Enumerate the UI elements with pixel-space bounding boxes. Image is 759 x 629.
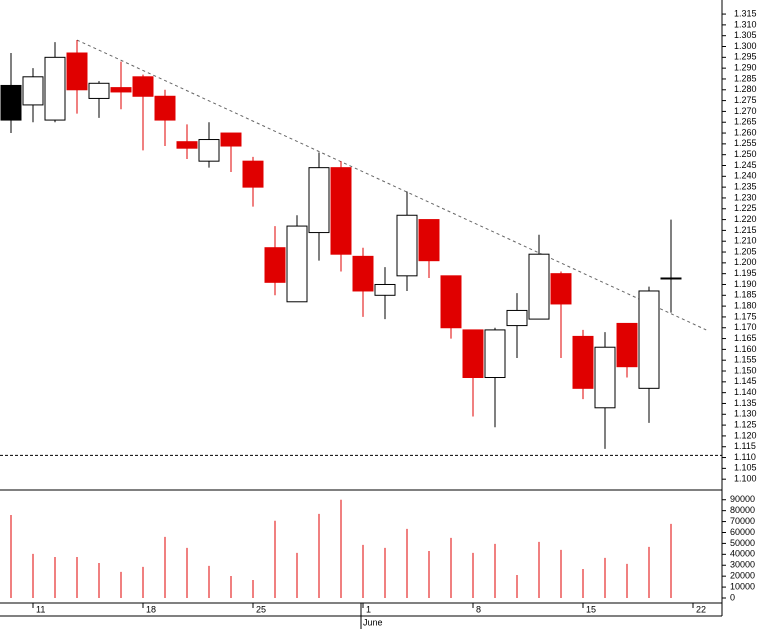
y-tick-label: 1.195: [734, 268, 757, 278]
y-tick-label: 1.175: [734, 311, 757, 321]
volume-tick-label: 10000: [730, 581, 755, 591]
y-tick-label: 1.270: [734, 106, 757, 116]
candle-body: [44, 56, 66, 121]
candle-body: [308, 167, 330, 234]
candle-body: [594, 346, 616, 409]
candle-body: [264, 247, 286, 283]
y-tick-label: 1.105: [734, 463, 757, 473]
y-tick-label: 1.220: [734, 214, 757, 224]
candle-body: [528, 253, 550, 320]
candle-body: [220, 132, 242, 147]
y-tick-label: 1.295: [734, 52, 757, 62]
volume-tick-label: 0: [730, 592, 735, 602]
candle-body: [638, 290, 660, 389]
volume-tick-label: 50000: [730, 538, 755, 548]
y-tick-label: 1.260: [734, 127, 757, 137]
volume-tick-label: 80000: [730, 505, 755, 515]
y-tick-label: 1.245: [734, 160, 757, 170]
candle-body: [396, 214, 418, 277]
y-tick-label: 1.275: [734, 95, 757, 105]
candle-body: [440, 275, 462, 329]
y-tick-label: 1.215: [734, 225, 757, 235]
y-tick-label: 1.280: [734, 84, 757, 94]
y-tick-label: 1.135: [734, 398, 757, 408]
y-tick-label: 1.120: [734, 430, 757, 440]
x-tick-label: 11: [36, 604, 45, 614]
candle-body: [198, 139, 220, 162]
y-tick-label: 1.150: [734, 365, 757, 375]
volume-tick-label: 90000: [730, 494, 755, 504]
y-tick-label: 1.180: [734, 300, 757, 310]
y-tick-label: 1.250: [734, 149, 757, 159]
y-tick-label: 1.190: [734, 279, 757, 289]
y-tick-label: 1.265: [734, 117, 757, 127]
candle-body: [660, 277, 682, 280]
y-tick-label: 1.140: [734, 387, 757, 397]
y-tick-label: 1.290: [734, 63, 757, 73]
x-tick-label: 22: [696, 604, 706, 614]
x-tick-label: 1: [366, 604, 371, 614]
x-tick-label: 25: [256, 604, 266, 614]
x-tick-label: 15: [586, 604, 596, 614]
candle-body: [110, 87, 132, 93]
candle-body: [286, 225, 308, 303]
candle-body: [484, 329, 506, 379]
candle-body: [550, 273, 572, 305]
x-tick-label: 8: [476, 604, 481, 614]
y-tick-label: 1.315: [734, 8, 757, 18]
y-tick-label: 1.145: [734, 376, 757, 386]
volume-tick-label: 70000: [730, 516, 755, 526]
y-tick-label: 1.165: [734, 333, 757, 343]
y-tick-label: 1.240: [734, 171, 757, 181]
y-tick-label: 1.235: [734, 182, 757, 192]
candle-body: [66, 52, 88, 91]
candle-body: [88, 82, 110, 99]
candle-body: [616, 322, 638, 368]
volume-tick-label: 60000: [730, 527, 755, 537]
candle-body: [418, 219, 440, 262]
y-tick-label: 1.310: [734, 19, 757, 29]
y-tick-label: 1.130: [734, 409, 757, 419]
candle-body: [242, 160, 264, 188]
y-tick-label: 1.115: [734, 441, 756, 451]
trendline: [76, 39, 707, 331]
y-tick-label: 1.285: [734, 73, 757, 83]
y-tick-label: 1.305: [734, 30, 757, 40]
candle-body: [154, 95, 176, 121]
candle-body: [330, 167, 352, 255]
y-tick-label: 1.225: [734, 203, 757, 213]
y-tick-label: 1.125: [734, 419, 757, 429]
volume-tick-label: 30000: [730, 560, 755, 570]
candle-body: [176, 141, 198, 149]
x-tick-label: 18: [146, 604, 156, 614]
candle-body: [506, 309, 528, 327]
month-label: June: [363, 617, 383, 627]
y-tick-label: 1.230: [734, 192, 757, 202]
candle-body: [572, 335, 594, 389]
candle-body: [22, 76, 44, 106]
y-tick-label: 1.170: [734, 322, 757, 332]
candle-body: [374, 283, 396, 296]
candle-body: [0, 84, 22, 121]
candle-body: [462, 329, 484, 379]
y-tick-label: 1.155: [734, 355, 757, 365]
y-tick-label: 1.210: [734, 236, 757, 246]
candle-body: [352, 255, 374, 292]
volume-tick-label: 40000: [730, 549, 755, 559]
y-tick-label: 1.160: [734, 344, 757, 354]
y-tick-label: 1.100: [734, 474, 757, 484]
y-tick-label: 1.205: [734, 246, 757, 256]
y-tick-label: 1.200: [734, 257, 757, 267]
y-tick-label: 1.300: [734, 41, 757, 51]
y-tick-label: 1.255: [734, 138, 757, 148]
volume-tick-label: 20000: [730, 571, 755, 581]
y-tick-label: 1.110: [734, 452, 756, 462]
candle-body: [132, 76, 154, 97]
y-tick-label: 1.185: [734, 290, 757, 300]
